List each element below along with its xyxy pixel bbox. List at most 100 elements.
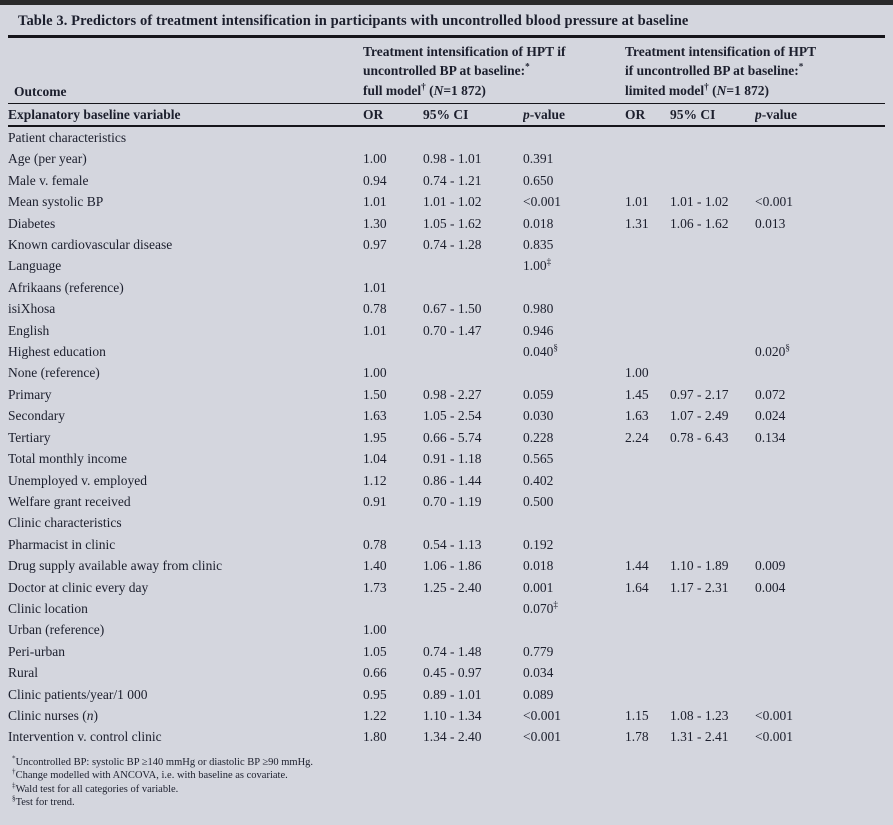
cell-or-full <box>363 598 423 619</box>
variable-label: Age (per year) <box>8 151 87 167</box>
top-border-rule <box>0 0 893 5</box>
table-row: None (reference) 1.00 1.00 <box>8 362 885 383</box>
cell-or-full <box>363 255 423 276</box>
cell-or-full: 1.95 <box>363 429 387 445</box>
cell-or-full: 1.80 <box>363 729 387 745</box>
cell-or-limited <box>625 126 670 148</box>
cell-or-limited <box>625 598 670 619</box>
cell-pvalue-limited <box>755 255 885 276</box>
cell-or-limited <box>625 491 670 512</box>
cell-ci-limited <box>670 684 755 705</box>
cell-ci-full <box>423 362 523 383</box>
cell-pvalue-full <box>523 362 625 383</box>
cell-pvalue-full <box>523 277 625 298</box>
limited-model-line-2: if uncontrolled BP at baseline:* <box>625 61 804 78</box>
cell-ci-limited <box>670 448 755 469</box>
full-model-line-3: full model† (N=1 872) <box>363 81 486 98</box>
variable-label: Clinic location <box>8 600 88 616</box>
cell-pvalue-full: 0.228 <box>523 429 554 445</box>
cell-or-limited <box>625 170 670 191</box>
cell-pvalue-full: 0.089 <box>523 686 554 702</box>
table-row: Drug supply available away from clinic 1.… <box>8 555 885 576</box>
cell-or-limited: 1.31 <box>625 215 649 231</box>
table-row: Peri-urban 1.05 0.74 - 1.48 0.779 <box>8 641 885 662</box>
cell-pvalue-full: 0.650 <box>523 172 554 188</box>
limited-model-group-header: Treatment intensification of HPT if unco… <box>625 38 886 104</box>
variable-label: Drug supply available away from clinic <box>8 558 223 574</box>
cell-pvalue-limited <box>755 148 885 169</box>
cell-or-limited <box>625 684 670 705</box>
cell-ci-limited <box>670 277 755 298</box>
table-row: Welfare grant received 0.91 0.70 - 1.19 0.5… <box>8 491 885 512</box>
cell-or-full: 0.78 <box>363 536 387 552</box>
variable-label: Patient characteristics <box>8 130 127 145</box>
cell-ci-limited: 0.97 - 2.17 <box>670 386 729 402</box>
table-row: Male v. female 0.94 0.74 - 1.21 0.650 <box>8 170 885 191</box>
cell-ci-limited <box>670 598 755 619</box>
cell-pvalue-limited: 0.009 <box>755 558 786 574</box>
cell-ci-full <box>423 619 523 640</box>
footnotes: *Uncontrolled BP: systolic BP ≥140 mmHg … <box>0 748 893 810</box>
cell-or-full: 0.66 <box>363 665 387 681</box>
cell-ci-full <box>423 277 523 298</box>
table-row: Highest education 0.040§ 0.020§ <box>8 341 885 362</box>
cell-pvalue-limited <box>755 170 885 191</box>
cell-ci-full: 0.45 - 0.97 <box>423 665 482 681</box>
cell-or-full: 1.30 <box>363 215 387 231</box>
cell-pvalue-limited: 0.004 <box>755 579 786 595</box>
cell-pvalue-limited <box>755 448 885 469</box>
cell-or-limited <box>625 320 670 341</box>
table-row: Clinic nurses (n) 1.22 1.10 - 1.34 <0.001 1.… <box>8 705 885 726</box>
full-model-line-1: Treatment intensification of HPT if <box>363 43 566 59</box>
cell-pvalue-full: 0.835 <box>523 237 554 253</box>
cell-pvalue-limited <box>755 320 885 341</box>
cell-or-limited <box>625 619 670 640</box>
cell-ci-limited <box>670 126 755 148</box>
pvalue-header-limited: p-value <box>755 103 886 127</box>
cell-ci-limited <box>670 619 755 640</box>
table-row: Mean systolic BP 1.01 1.01 - 1.02 <0.001 1.0… <box>8 191 885 212</box>
cell-pvalue-full <box>523 619 625 640</box>
cell-pvalue-full: 0.500 <box>523 493 554 509</box>
cell-ci-limited: 0.78 - 6.43 <box>670 429 729 445</box>
cell-or-full <box>363 512 423 533</box>
cell-ci-full: 1.06 - 1.86 <box>423 558 482 574</box>
cell-pvalue-limited <box>755 598 885 619</box>
cell-pvalue-full: 0.030 <box>523 408 554 424</box>
cell-ci-full: 0.98 - 2.27 <box>423 386 482 402</box>
full-model-line-2: uncontrolled BP at baseline:* <box>363 61 530 78</box>
variable-label: Highest education <box>8 344 106 360</box>
cell-ci-full: 0.70 - 1.47 <box>423 322 482 338</box>
cell-or-limited: 1.15 <box>625 707 649 723</box>
cell-pvalue-limited: 0.134 <box>755 429 786 445</box>
cell-pvalue-limited: 0.072 <box>755 386 786 402</box>
cell-ci-full <box>423 341 523 362</box>
variable-label: Language <box>8 258 62 274</box>
cell-or-limited: 1.01 <box>625 194 649 210</box>
cell-pvalue-full: 1.00‡ <box>523 256 552 274</box>
cell-pvalue-full: 0.391 <box>523 151 554 167</box>
table-row: Clinic location 0.070‡ <box>8 598 885 619</box>
cell-pvalue-full: 0.034 <box>523 665 554 681</box>
ci-header-full: 95% CI <box>423 103 523 127</box>
cell-pvalue-full: <0.001 <box>523 194 561 210</box>
cell-or-full: 0.94 <box>363 172 387 188</box>
table-row: English 1.01 0.70 - 1.47 0.946 <box>8 320 885 341</box>
limited-model-line-1: Treatment intensification of HPT <box>625 43 817 59</box>
footnote: †Change modelled with ANCOVA, i.e. with … <box>12 767 288 782</box>
cell-pvalue-limited <box>755 534 885 555</box>
cell-ci-limited <box>670 362 755 383</box>
cell-or-full: 0.95 <box>363 686 387 702</box>
cell-or-full <box>363 341 423 362</box>
variable-label: Diabetes <box>8 215 56 231</box>
cell-or-full: 1.50 <box>363 386 387 402</box>
cell-ci-limited <box>670 234 755 255</box>
table-row: Pharmacist in clinic 0.78 0.54 - 1.13 0.192 <box>8 534 885 555</box>
cell-pvalue-limited <box>755 362 885 383</box>
or-header-limited: OR <box>625 103 671 127</box>
cell-ci-limited: 1.10 - 1.89 <box>670 558 729 574</box>
cell-ci-limited <box>670 491 755 512</box>
cell-pvalue-limited: 0.024 <box>755 408 786 424</box>
cell-or-limited <box>625 255 670 276</box>
variable-label: Intervention v. control clinic <box>8 729 162 745</box>
